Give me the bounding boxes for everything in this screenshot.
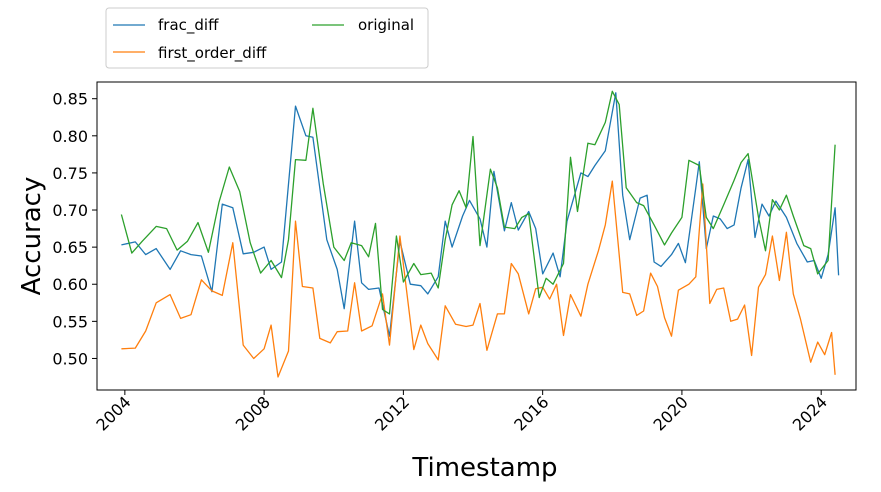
plot-frame <box>96 81 857 391</box>
series-layer <box>120 90 840 378</box>
legend: frac_diff first_order_diff original <box>105 7 429 69</box>
y-axis: 0.50 0.55 0.60 0.65 0.70 0.75 0.80 0.85 <box>52 90 97 368</box>
series-line-first-order-diff <box>121 180 836 378</box>
legend-label-first-order-diff: first_order_diff <box>158 44 267 63</box>
y-tick-label: 0.70 <box>52 201 88 220</box>
y-tick-label: 0.55 <box>52 312 88 331</box>
series-line-original <box>120 90 836 315</box>
y-tick-label: 0.75 <box>52 164 88 183</box>
y-tick-label: 0.50 <box>52 349 88 368</box>
legend-label-frac-diff: frac_diff <box>158 16 219 35</box>
y-tick-label: 0.60 <box>52 275 88 294</box>
legend-frame <box>105 7 429 69</box>
x-axis-label: Timestamp <box>411 453 557 483</box>
legend-label-original: original <box>358 16 414 34</box>
y-tick-label: 0.65 <box>52 238 88 257</box>
y-axis-label: Accuracy <box>17 177 47 296</box>
series-line-frac-diff <box>121 92 840 337</box>
y-tick-label: 0.80 <box>52 127 88 146</box>
y-tick-label: 0.85 <box>52 90 88 109</box>
